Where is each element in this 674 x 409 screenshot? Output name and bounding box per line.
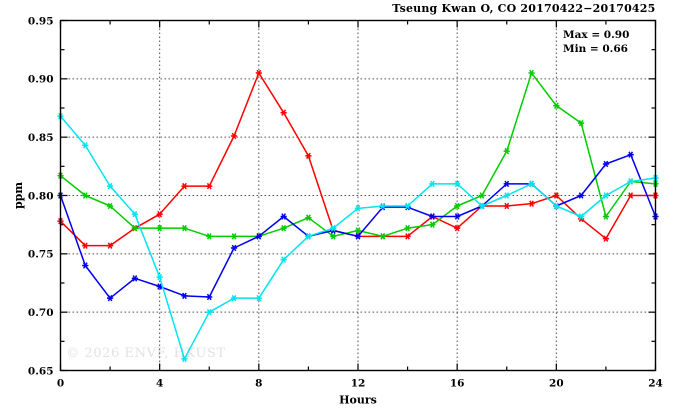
y-tick-label: 0.95 bbox=[28, 15, 54, 27]
data-point-marker bbox=[230, 244, 238, 252]
x-tick-label: 24 bbox=[648, 378, 663, 390]
data-point-marker bbox=[131, 275, 138, 282]
x-axis-label: Hours bbox=[339, 394, 377, 407]
data-point-marker bbox=[478, 202, 486, 210]
data-point-marker bbox=[206, 308, 213, 316]
data-point-marker bbox=[528, 200, 535, 207]
data-point-marker bbox=[305, 214, 312, 221]
data-point-marker bbox=[230, 233, 238, 240]
plot-frame bbox=[59, 19, 657, 372]
data-point-marker bbox=[280, 213, 287, 220]
data-point-marker bbox=[106, 294, 114, 302]
data-point-marker bbox=[156, 273, 163, 281]
data-point-marker bbox=[553, 192, 560, 199]
data-point-marker bbox=[602, 192, 610, 199]
data-point-marker bbox=[429, 213, 436, 220]
data-point-marker bbox=[528, 69, 535, 77]
data-point-marker bbox=[206, 233, 213, 240]
y-axis-label: ppm bbox=[12, 182, 25, 209]
data-point-marker bbox=[627, 192, 634, 199]
watermark: © 2026 ENVF, HKUST bbox=[66, 346, 226, 361]
data-point-marker bbox=[230, 294, 238, 302]
data-point-marker bbox=[454, 224, 461, 232]
x-tick-label: 8 bbox=[255, 378, 262, 390]
data-point-marker bbox=[305, 152, 312, 160]
data-point-marker bbox=[354, 233, 362, 240]
data-point-marker bbox=[429, 221, 436, 228]
data-point-marker bbox=[553, 102, 560, 109]
data-point-marker bbox=[106, 202, 114, 210]
data-point-marker bbox=[181, 182, 188, 190]
x-tick-label: 12 bbox=[351, 378, 366, 390]
x-tick-label: 0 bbox=[57, 378, 64, 390]
y-tick-label: 0.75 bbox=[28, 249, 54, 261]
data-point-marker bbox=[255, 294, 262, 302]
x-tick-label: 4 bbox=[156, 378, 163, 390]
min-annotation: Min = 0.66 bbox=[563, 43, 628, 55]
data-point-marker bbox=[156, 224, 163, 232]
data-point-marker bbox=[354, 205, 362, 212]
data-point-marker bbox=[280, 109, 287, 116]
data-point-marker bbox=[503, 192, 510, 199]
data-point-marker bbox=[330, 224, 337, 232]
data-point-marker bbox=[528, 180, 535, 188]
data-point-marker bbox=[379, 233, 386, 240]
data-point-marker bbox=[404, 224, 411, 232]
data-point-marker bbox=[106, 182, 114, 190]
data-point-marker bbox=[602, 213, 610, 220]
data-point-marker bbox=[206, 293, 213, 301]
data-point-marker bbox=[181, 224, 188, 232]
data-point-marker bbox=[354, 227, 362, 234]
data-point-marker bbox=[255, 69, 262, 77]
data-point-marker bbox=[280, 224, 287, 232]
max-annotation: Max = 0.90 bbox=[563, 29, 629, 41]
data-point-marker bbox=[602, 160, 610, 168]
y-tick-label: 0.65 bbox=[28, 365, 54, 377]
data-point-marker bbox=[280, 256, 287, 263]
data-point-marker bbox=[181, 355, 188, 363]
data-point-marker bbox=[82, 192, 89, 199]
y-tick-label: 0.80 bbox=[28, 190, 54, 202]
data-point-marker bbox=[230, 132, 238, 140]
y-tick-label: 0.85 bbox=[28, 132, 54, 144]
data-point-marker bbox=[553, 202, 560, 210]
data-point-marker bbox=[503, 147, 510, 155]
data-point-marker bbox=[82, 142, 89, 149]
data-point-marker bbox=[131, 224, 138, 232]
data-point-marker bbox=[429, 180, 436, 188]
x-tick-label: 20 bbox=[549, 378, 564, 390]
data-point-marker bbox=[156, 210, 163, 218]
data-point-marker bbox=[454, 180, 461, 188]
data-point-marker bbox=[578, 119, 585, 127]
data-point-marker bbox=[255, 233, 262, 240]
data-point-marker bbox=[82, 262, 89, 269]
chart-title: Tseung Kwan O, CO 20170422−20170425 bbox=[392, 2, 655, 15]
series-line-0 bbox=[59, 72, 657, 247]
y-tick-label: 0.70 bbox=[28, 307, 54, 319]
data-point-marker bbox=[379, 202, 386, 210]
data-point-marker bbox=[578, 213, 585, 220]
y-tick-label: 0.90 bbox=[28, 74, 54, 86]
data-point-marker bbox=[131, 210, 138, 218]
data-point-marker bbox=[181, 292, 188, 300]
x-tick-label: 16 bbox=[450, 378, 465, 390]
data-point-marker bbox=[478, 192, 486, 199]
data-point-marker bbox=[503, 202, 510, 210]
data-point-marker bbox=[454, 213, 461, 220]
data-point-marker bbox=[82, 242, 89, 249]
data-point-marker bbox=[578, 192, 585, 199]
data-point-marker bbox=[330, 233, 337, 240]
data-point-marker bbox=[404, 202, 411, 210]
data-point-marker bbox=[602, 235, 610, 242]
data-point-marker bbox=[627, 178, 634, 185]
data-point-marker bbox=[106, 242, 114, 249]
data-point-marker bbox=[503, 180, 510, 188]
data-point-marker bbox=[627, 151, 634, 158]
data-point-marker bbox=[454, 202, 461, 210]
data-point-marker bbox=[305, 233, 312, 240]
data-point-marker bbox=[404, 233, 411, 240]
data-point-marker bbox=[206, 182, 213, 190]
